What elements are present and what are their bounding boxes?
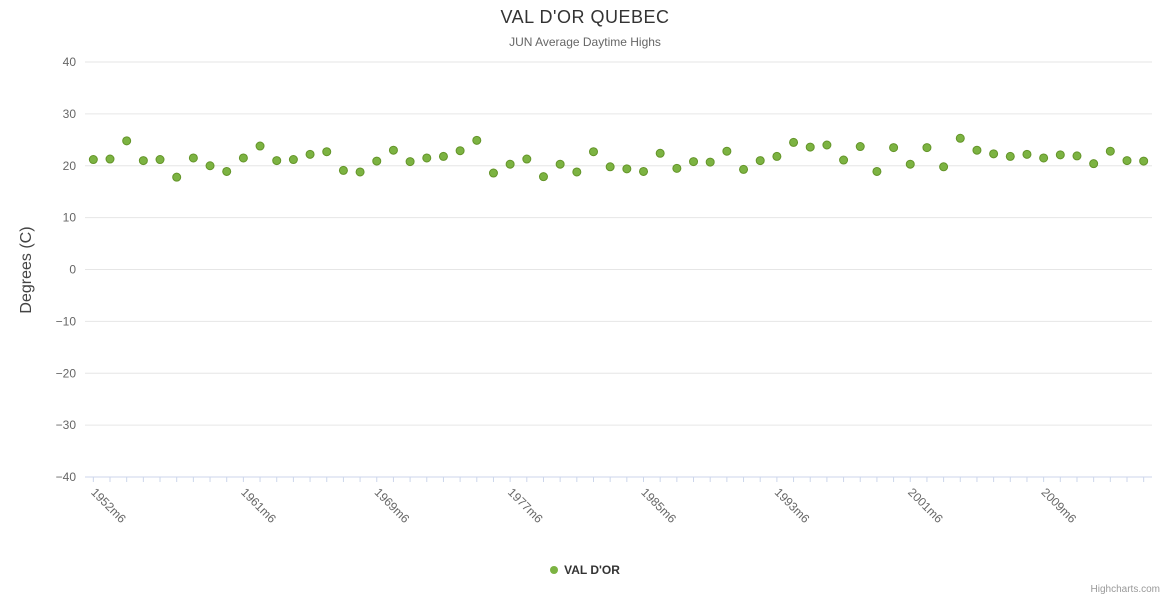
legend-marker-icon	[550, 566, 559, 574]
data-point[interactable]	[989, 149, 999, 159]
data-point[interactable]	[655, 148, 665, 158]
x-tick-label: 1985m6	[638, 485, 679, 526]
data-point[interactable]	[155, 155, 165, 165]
data-point[interactable]	[805, 142, 815, 152]
y-tick-label: −40	[56, 470, 77, 484]
data-point[interactable]	[889, 143, 899, 153]
data-point[interactable]	[639, 166, 649, 176]
credits-link[interactable]: Highcharts.com	[1090, 584, 1160, 595]
data-point[interactable]	[939, 162, 949, 172]
y-tick-label: −10	[56, 314, 77, 328]
data-point[interactable]	[88, 155, 98, 165]
data-point[interactable]	[305, 149, 315, 159]
data-point[interactable]	[872, 166, 882, 176]
data-point[interactable]	[505, 159, 515, 169]
data-point[interactable]	[222, 166, 232, 176]
data-point[interactable]	[1005, 151, 1015, 161]
data-point[interactable]	[605, 162, 615, 172]
data-point[interactable]	[105, 154, 115, 164]
data-point[interactable]	[922, 143, 932, 153]
x-tick-label: 1961m6	[238, 485, 279, 526]
data-point[interactable]	[255, 141, 265, 151]
data-point[interactable]	[172, 172, 182, 182]
y-tick-label: 10	[63, 211, 77, 225]
data-point[interactable]	[205, 161, 215, 171]
data-point[interactable]	[955, 133, 965, 143]
data-point[interactable]	[755, 156, 765, 166]
data-point[interactable]	[622, 164, 632, 174]
chart-title: VAL D'OR QUEBEC	[500, 7, 670, 27]
y-tick-label: −20	[56, 366, 77, 380]
data-point[interactable]	[1105, 146, 1115, 156]
data-point[interactable]	[405, 157, 415, 167]
data-point[interactable]	[438, 151, 448, 161]
data-point[interactable]	[972, 145, 982, 155]
data-point[interactable]	[672, 163, 682, 173]
legend: VAL D'OR	[0, 563, 1170, 577]
data-point[interactable]	[822, 140, 832, 150]
data-point[interactable]	[238, 153, 248, 163]
data-point[interactable]	[555, 159, 565, 169]
data-point[interactable]	[572, 167, 582, 177]
data-point[interactable]	[1122, 156, 1132, 166]
x-tick-label: 1993m6	[772, 485, 813, 526]
data-point[interactable]	[855, 142, 865, 152]
y-tick-label: −30	[56, 418, 77, 432]
data-point[interactable]	[789, 137, 799, 147]
data-point[interactable]	[422, 153, 432, 163]
y-tick-label: 40	[63, 55, 77, 69]
data-point[interactable]	[839, 155, 849, 165]
data-point[interactable]	[455, 146, 465, 156]
y-tick-label: 0	[69, 263, 76, 277]
data-point[interactable]	[705, 157, 715, 167]
data-point[interactable]	[588, 147, 598, 157]
data-point[interactable]	[488, 168, 498, 178]
x-tick-label: 1969m6	[372, 485, 413, 526]
data-point[interactable]	[322, 147, 332, 157]
data-point[interactable]	[355, 167, 365, 177]
chart-subtitle: JUN Average Daytime Highs	[509, 35, 661, 49]
data-point[interactable]	[338, 165, 348, 175]
data-point[interactable]	[772, 151, 782, 161]
data-point[interactable]	[905, 159, 915, 169]
data-point[interactable]	[188, 153, 198, 163]
legend-item-valdor[interactable]: VAL D'OR	[550, 563, 620, 577]
x-tick-label: 2001m6	[905, 485, 946, 526]
data-point[interactable]	[1022, 149, 1032, 159]
data-point[interactable]	[138, 156, 148, 166]
data-point[interactable]	[689, 157, 699, 167]
y-tick-label: 20	[63, 159, 77, 173]
data-point[interactable]	[522, 154, 532, 164]
x-tick-label: 1977m6	[505, 485, 546, 526]
data-point[interactable]	[1089, 159, 1099, 169]
x-tick-label: 1952m6	[88, 485, 129, 526]
data-point[interactable]	[1139, 156, 1149, 166]
data-point[interactable]	[388, 145, 398, 155]
data-point[interactable]	[1055, 150, 1065, 160]
legend-label: VAL D'OR	[564, 563, 620, 577]
data-point[interactable]	[1072, 151, 1082, 161]
data-point[interactable]	[472, 135, 482, 145]
x-tick-label: 2009m6	[1039, 485, 1080, 526]
data-point[interactable]	[288, 155, 298, 165]
data-point[interactable]	[538, 172, 548, 182]
data-point[interactable]	[122, 136, 132, 146]
data-point[interactable]	[272, 156, 282, 166]
data-point[interactable]	[372, 156, 382, 166]
data-point[interactable]	[1039, 153, 1049, 163]
data-point[interactable]	[722, 146, 732, 156]
data-point[interactable]	[739, 164, 749, 174]
y-tick-label: 30	[63, 107, 77, 121]
